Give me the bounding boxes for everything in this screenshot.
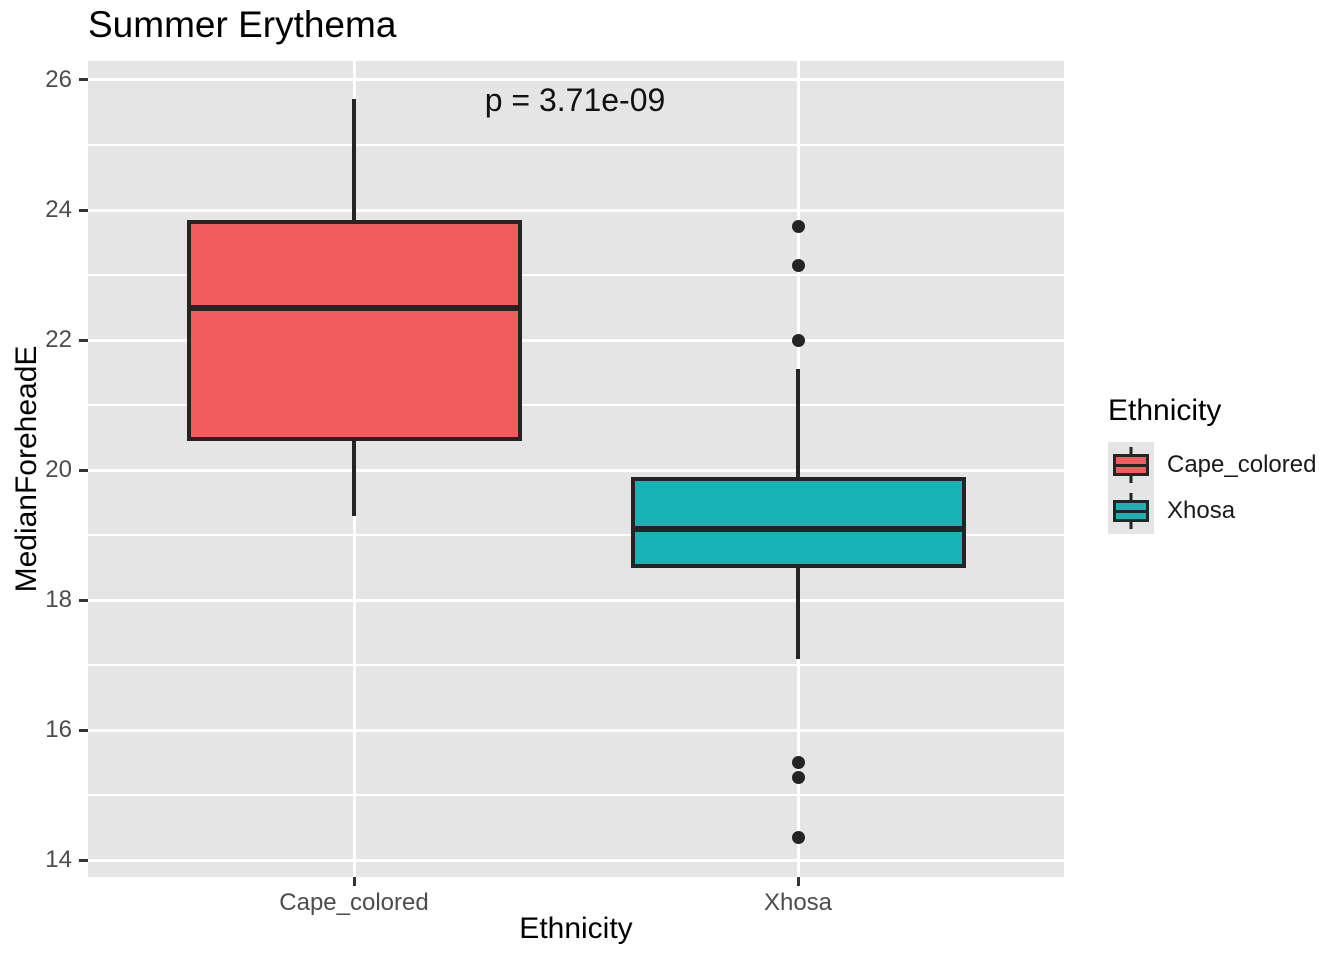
x-axis-title: Ethnicity [519,912,633,945]
outlier-point [791,333,805,347]
y-tick-mark [79,598,88,602]
legend-label: Cape_colored [1167,451,1317,478]
y-axis-title: MedianForeheadE [10,345,43,593]
legend-label: Xhosa [1167,497,1236,524]
x-tick-label: Cape_colored [279,889,429,916]
whisker-upper-Cape_colored [352,99,356,220]
y-tick-label: 24 [45,196,72,223]
minor-gridline [88,144,1064,146]
chart-title: Summer Erythema [88,4,397,45]
y-tick-label: 22 [45,326,72,354]
legend-entry-Xhosa: Xhosa [1108,488,1316,534]
minor-gridline [88,664,1064,666]
y-tick-mark [79,208,88,212]
box-Xhosa [630,476,966,568]
outlier-point [791,756,805,770]
outlier-point [791,830,805,844]
major-gridline [88,78,1064,82]
y-tick-mark [79,78,88,82]
y-tick-mark [79,728,88,732]
legend-key-boxplot-icon [1108,442,1154,488]
x-tick-label: Xhosa [763,889,833,916]
whisker-lower-Xhosa [796,567,800,659]
major-gridline [88,598,1064,602]
legend: Ethnicity Cape_colored Xhosa [1108,394,1316,534]
y-tick-label: 16 [45,716,72,744]
y-tick-label: 18 [45,586,72,614]
plot-panel [88,61,1064,877]
minor-gridline [88,274,1064,276]
p-value-annotation: p = 3.71e-09 [484,82,666,118]
minor-gridline [88,534,1064,536]
y-tick-label: 14 [45,846,72,874]
major-gridline [88,338,1064,342]
y-tick-mark [79,338,88,342]
major-gridline [88,468,1064,472]
y-tick-mark [79,468,88,472]
major-gridline [88,728,1064,732]
box-Cape_colored [186,219,522,441]
legend-entry-Cape_colored: Cape_colored [1108,442,1316,488]
outlier-point [791,219,805,233]
minor-gridline [88,794,1064,796]
median-Cape_colored [186,304,522,311]
legend-title: Ethnicity [1108,394,1222,427]
outlier-point [791,258,805,272]
y-tick-label: 20 [45,456,72,484]
whisker-upper-Xhosa [796,369,800,477]
y-tick-mark [79,858,88,862]
whisker-lower-Cape_colored [352,440,356,516]
major-gridline [88,208,1064,212]
x-tick-mark [796,877,800,886]
outlier-point [791,771,805,785]
x-tick-mark [352,877,356,886]
median-Xhosa [630,525,966,532]
major-gridline [88,858,1064,862]
legend-key-boxplot-icon [1108,488,1154,534]
y-tick-label: 26 [45,65,72,93]
minor-gridline [88,404,1064,406]
